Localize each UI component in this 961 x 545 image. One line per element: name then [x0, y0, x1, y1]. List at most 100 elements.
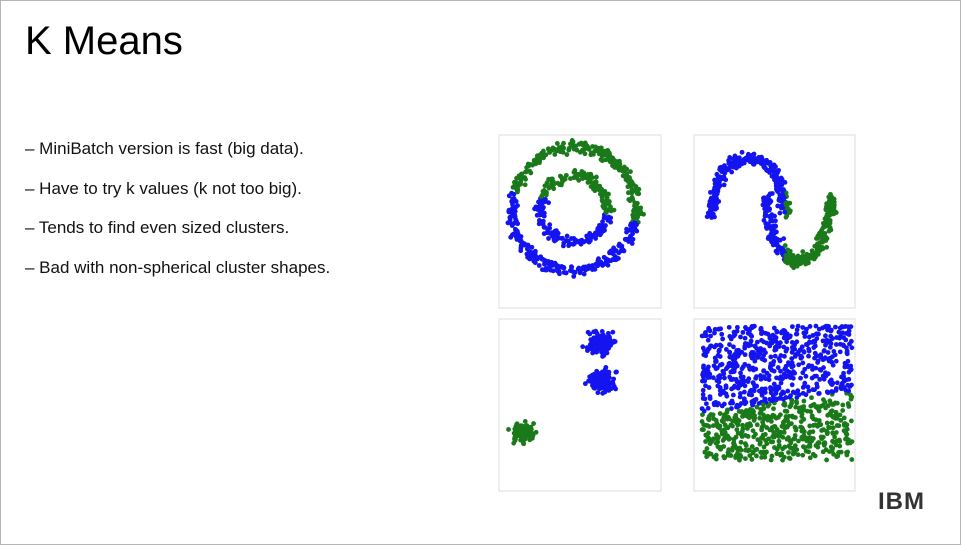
point: [506, 427, 511, 432]
point: [711, 436, 717, 442]
point: [762, 390, 768, 395]
point: [762, 397, 768, 403]
point: [705, 337, 711, 343]
point: [741, 396, 747, 402]
point: [778, 391, 784, 397]
point: [739, 409, 745, 414]
point: [550, 146, 556, 152]
point: [699, 427, 705, 432]
point: [733, 165, 739, 171]
point: [764, 195, 770, 201]
point: [754, 339, 760, 345]
point: [769, 453, 775, 459]
point: [829, 420, 835, 426]
point: [700, 387, 706, 393]
point: [608, 386, 614, 391]
point: [722, 430, 728, 435]
point: [738, 374, 744, 380]
point: [795, 452, 801, 458]
point: [761, 406, 767, 411]
point: [839, 324, 845, 329]
point: [563, 172, 569, 178]
point: [827, 425, 833, 431]
point: [752, 353, 758, 359]
point: [786, 450, 791, 455]
point: [510, 208, 516, 214]
point: [824, 337, 830, 343]
point: [815, 233, 821, 239]
point: [759, 424, 765, 430]
point: [740, 422, 745, 428]
point: [781, 419, 786, 425]
point: [774, 329, 780, 335]
point: [581, 266, 586, 272]
point: [706, 385, 712, 390]
point: [514, 181, 520, 187]
point: [813, 417, 819, 423]
point: [538, 152, 544, 158]
point: [774, 396, 779, 402]
point: [782, 328, 788, 334]
point: [765, 403, 771, 409]
point: [830, 438, 835, 444]
point: [571, 273, 577, 279]
point: [576, 265, 582, 271]
point: [804, 326, 809, 332]
point: [520, 440, 526, 446]
point: [768, 354, 774, 360]
point: [843, 361, 849, 367]
point: [757, 415, 763, 421]
point: [780, 457, 785, 463]
point: [547, 225, 553, 231]
point: [715, 436, 721, 441]
point: [771, 413, 777, 419]
point: [620, 247, 626, 253]
point: [787, 333, 793, 339]
point: [706, 450, 712, 456]
point: [515, 203, 520, 209]
point: [742, 352, 748, 358]
point: [532, 250, 538, 256]
point: [632, 186, 638, 192]
point: [763, 221, 769, 226]
point: [577, 238, 583, 244]
bullet: – MiniBatch version is fast (big data).: [25, 139, 304, 158]
point: [770, 332, 776, 338]
point: [601, 204, 606, 210]
point: [760, 158, 766, 164]
point: [719, 418, 725, 423]
point: [733, 384, 739, 390]
point: [812, 355, 817, 361]
point: [774, 343, 780, 349]
point: [611, 207, 617, 213]
point: [731, 436, 737, 442]
point: [809, 395, 814, 401]
point: [727, 350, 732, 356]
point: [509, 190, 514, 196]
point: [590, 267, 595, 272]
point: [536, 221, 542, 227]
point: [606, 382, 612, 388]
point: [515, 221, 521, 227]
point: [771, 434, 777, 440]
point: [734, 427, 740, 433]
point: [749, 456, 755, 462]
point: [750, 415, 756, 420]
point: [603, 256, 609, 262]
point: [819, 428, 825, 433]
point: [529, 244, 535, 250]
point: [543, 192, 549, 198]
point: [512, 426, 518, 432]
point: [757, 441, 763, 447]
point: [617, 158, 622, 164]
point: [634, 200, 640, 206]
point: [516, 237, 522, 243]
point: [550, 268, 556, 274]
point: [608, 258, 614, 264]
point: [790, 363, 796, 369]
point: [837, 335, 842, 341]
point: [833, 342, 839, 347]
point: [603, 383, 608, 389]
point: [752, 343, 758, 349]
